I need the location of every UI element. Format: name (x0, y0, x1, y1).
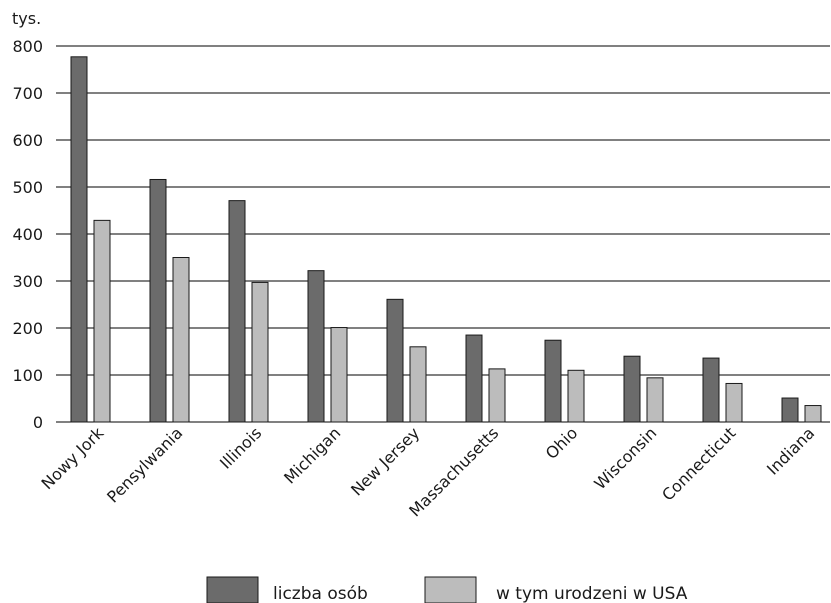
y-tick-label: 300 (12, 272, 43, 291)
bar-urodzeni-w-usa-1 (172, 257, 190, 423)
x-category-label: New Jersey (347, 423, 423, 499)
bar-liczba-osob-0 (70, 56, 88, 423)
x-category-label: Nowy Jork (38, 423, 108, 493)
bar-liczba-osob-2 (228, 200, 246, 423)
y-unit-label: tys. (12, 9, 41, 28)
bar-liczba-osob-4 (386, 298, 404, 423)
bar-urodzeni-w-usa-6 (567, 369, 585, 423)
bar-urodzeni-w-usa-3 (330, 327, 348, 423)
y-axis-ticks: 0 100 200 300 400 500 600 700 800 (12, 37, 43, 432)
x-category-label: Illinois (216, 423, 265, 472)
bar-urodzeni-w-usa-5 (488, 368, 506, 423)
bar-liczba-osob-8 (702, 357, 720, 423)
x-category-label: Michigan (280, 423, 344, 487)
legend: liczba osób w tym urodzeni w USA (206, 576, 688, 603)
y-tick-label: 200 (12, 319, 43, 338)
bar-liczba-osob-5 (465, 334, 483, 423)
y-tick-label: 400 (12, 225, 43, 244)
legend-label-urodzeni-w-usa: w tym urodzeni w USA (496, 584, 688, 603)
x-category-label: Pensylwania (103, 423, 186, 506)
legend-label-liczba-osob: liczba osób (273, 584, 368, 603)
bar-urodzeni-w-usa-9 (804, 405, 822, 423)
y-tick-label: 100 (12, 366, 43, 385)
x-category-label: Connecticut (658, 423, 739, 504)
y-tick-label: 500 (12, 178, 43, 197)
legend-swatch-urodzeni-w-usa (424, 576, 477, 603)
x-category-label: Indiana (763, 423, 818, 478)
bar-urodzeni-w-usa-7 (646, 377, 664, 423)
bar-liczba-osob-1 (149, 178, 167, 423)
y-tick-label: 800 (12, 37, 43, 56)
bar-liczba-osob-3 (307, 270, 325, 423)
bar-liczba-osob-6 (544, 339, 562, 423)
bar-liczba-osob-9 (781, 397, 799, 423)
x-category-label: Ohio (542, 423, 582, 463)
y-tick-label: 0 (33, 413, 43, 432)
bar-urodzeni-w-usa-0 (93, 219, 111, 423)
bar-liczba-osob-7 (623, 355, 641, 423)
x-category-label: Wisconsin (590, 423, 660, 493)
bar-urodzeni-w-usa-2 (251, 281, 269, 423)
legend-swatch-liczba-osob (206, 576, 259, 603)
bars (70, 56, 822, 423)
y-tick-label: 600 (12, 131, 43, 150)
bar-urodzeni-w-usa-8 (725, 382, 743, 423)
bar-urodzeni-w-usa-4 (409, 346, 427, 423)
y-tick-label: 700 (12, 84, 43, 103)
